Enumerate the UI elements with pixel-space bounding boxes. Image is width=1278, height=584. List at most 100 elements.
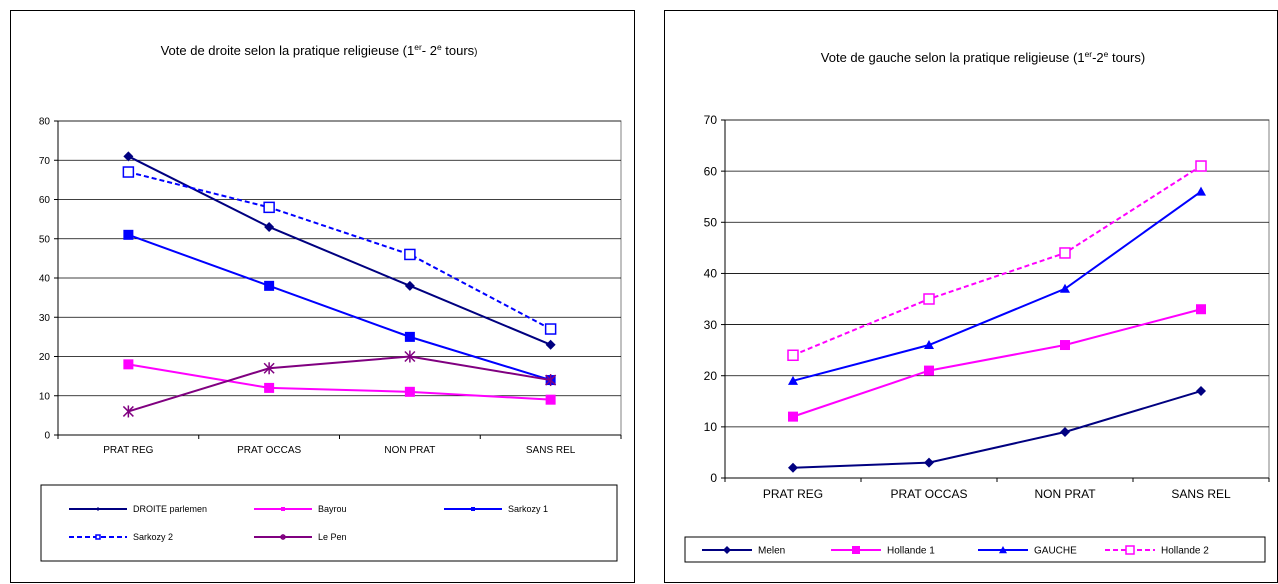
y-tick-label: 60	[39, 195, 51, 206]
y-tick-label: 20	[39, 352, 51, 363]
data-point	[545, 394, 556, 405]
legend-marker	[96, 507, 100, 511]
series-line	[792, 308, 1202, 418]
data-point	[788, 375, 798, 385]
series-1	[123, 359, 556, 405]
legend-label: Le Pen	[318, 532, 347, 542]
data-point	[1196, 304, 1206, 315]
y-tick-label: 40	[704, 267, 718, 281]
legend-label: Melen	[758, 546, 785, 557]
data-point	[263, 362, 275, 375]
y-tick-label: 50	[704, 215, 718, 229]
data-point	[788, 462, 798, 473]
series-3	[787, 160, 1207, 362]
data-point	[404, 248, 416, 261]
legend-item: Hollande 2	[1105, 545, 1209, 557]
legend-marker	[852, 546, 860, 554]
y-tick-label: 50	[39, 234, 51, 245]
x-tick-label: PRAT REG	[103, 445, 153, 456]
chart-title: Vote de gauche selon la pratique religie…	[821, 49, 1145, 65]
legend-item: Bayrou	[254, 504, 347, 514]
x-tick-label: SANS REL	[526, 445, 576, 456]
data-point	[1060, 426, 1070, 437]
legend	[40, 484, 618, 562]
y-tick-label: 0	[710, 471, 717, 485]
data-point	[545, 374, 557, 387]
series-line	[128, 363, 551, 401]
data-point	[264, 382, 275, 393]
y-tick-label: 10	[704, 420, 718, 434]
legend-item: Sarkozy 2	[69, 532, 173, 542]
legend-marker	[999, 546, 1007, 554]
legend-item: GAUCHE	[978, 546, 1077, 557]
data-point	[404, 386, 415, 397]
series-line	[792, 190, 1202, 382]
legend-label: DROITE parlemen	[133, 504, 207, 514]
data-point	[788, 411, 798, 422]
legend-label: Bayrou	[318, 504, 347, 514]
y-tick-label: 10	[39, 391, 51, 402]
data-point	[545, 339, 556, 350]
y-tick-label: 0	[44, 431, 50, 442]
y-tick-label: 40	[39, 274, 51, 285]
legend-marker	[1125, 545, 1135, 555]
legend-marker	[723, 546, 731, 554]
chart-panel-right-vote: Vote de droite selon la pratique religie…	[10, 10, 635, 583]
series-1	[788, 304, 1206, 422]
x-tick-label: PRAT OCCAS	[237, 445, 301, 456]
series-line	[127, 155, 552, 346]
legend-item: Sarkozy 1	[444, 504, 548, 514]
data-point	[1059, 247, 1071, 259]
data-point	[924, 457, 934, 468]
series-3	[122, 166, 557, 335]
series-line	[792, 165, 1202, 357]
legend-marker	[95, 534, 101, 540]
data-point	[923, 293, 935, 305]
data-point	[404, 280, 415, 291]
series-0	[788, 386, 1206, 473]
x-tick-label: SANS REL	[1171, 487, 1231, 501]
data-point	[123, 151, 134, 162]
data-point	[544, 323, 557, 335]
chart-title: Vote de droite selon la pratique religie…	[161, 42, 478, 58]
legend-label: Sarkozy 2	[133, 532, 173, 542]
legend-item: Le Pen	[254, 532, 347, 542]
y-tick-label: 80	[39, 117, 51, 128]
series-2	[788, 186, 1206, 385]
legend-label: Hollande 2	[1161, 546, 1209, 557]
data-point	[264, 221, 275, 232]
legend-item: DROITE parlemen	[69, 504, 207, 514]
x-tick-label: PRAT REG	[763, 487, 823, 501]
data-point	[263, 201, 275, 214]
y-tick-label: 70	[39, 156, 51, 167]
series-line	[792, 390, 1202, 469]
data-point	[787, 349, 799, 362]
legend-item: Hollande 1	[831, 546, 935, 557]
chart-left-vote: Vote de gauche selon la pratique religie…	[684, 49, 1270, 563]
y-tick-label: 70	[704, 113, 718, 127]
legend-label: Sarkozy 1	[508, 504, 548, 514]
y-tick-label: 60	[704, 164, 718, 178]
data-point	[404, 331, 415, 342]
x-tick-label: NON PRAT	[384, 445, 435, 456]
legend-label: GAUCHE	[1034, 546, 1077, 557]
series-0	[123, 151, 556, 350]
data-point	[924, 365, 934, 376]
legend	[684, 536, 1266, 563]
series-line	[128, 233, 551, 382]
data-point	[122, 405, 134, 418]
series-line	[128, 171, 552, 330]
y-tick-label: 30	[39, 313, 51, 324]
legend-label: Hollande 1	[887, 546, 935, 557]
y-tick-label: 20	[704, 369, 718, 383]
x-tick-label: NON PRAT	[1034, 487, 1096, 501]
legend-marker	[281, 507, 285, 511]
data-point	[1196, 186, 1206, 196]
data-point	[123, 359, 134, 370]
data-point	[123, 229, 134, 240]
data-point	[264, 280, 275, 291]
chart-panel-left-vote: Vote de gauche selon la pratique religie…	[664, 10, 1278, 583]
y-tick-label: 30	[704, 318, 718, 332]
data-point	[1060, 340, 1070, 351]
data-point	[1195, 160, 1207, 172]
